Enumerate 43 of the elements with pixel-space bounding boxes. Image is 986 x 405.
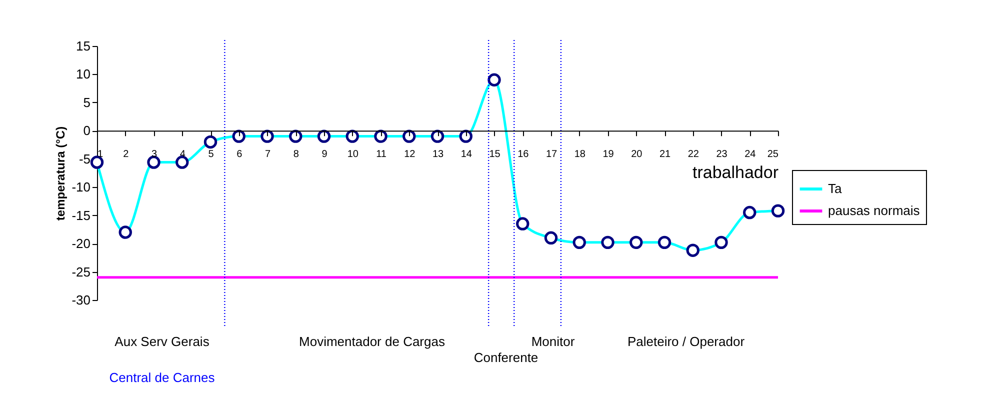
x-tick-label: 16	[518, 149, 530, 160]
x-tick-label: 25	[767, 149, 779, 160]
legend-label: pausas normais	[828, 203, 920, 218]
x-tick-label: 15	[489, 149, 501, 160]
x-tick-label: 19	[602, 149, 614, 160]
x-tick-label: 18	[574, 149, 586, 160]
y-tick-label: -25	[72, 264, 90, 280]
x-tick-label: 22	[688, 149, 700, 160]
x-tick-label: 8	[293, 149, 300, 160]
x-tick-label: 9	[322, 149, 328, 160]
x-tick-label: 5	[208, 149, 214, 160]
legend-label: Ta	[828, 181, 842, 196]
y-tick-label: -30	[72, 292, 90, 308]
text: Movimentador de Cargas	[299, 334, 446, 349]
text: Monitor	[531, 334, 576, 349]
x-tick-label: 2	[123, 149, 130, 160]
x-axis-title: trabalhador	[692, 163, 779, 182]
x-tick-label: 6	[236, 149, 243, 160]
y-tick-label: -20	[72, 236, 90, 252]
x-tick-label: 24	[744, 149, 756, 160]
y-axis-title: temperatura (°C)	[54, 126, 68, 221]
x-tick-label: 14	[460, 149, 472, 160]
x-tick-label: 21	[659, 149, 671, 160]
x-tick-label: 23	[716, 149, 728, 160]
y-tick-label: 15	[76, 38, 90, 54]
text: Paleteiro / Operador	[627, 334, 746, 349]
y-tick-label: -10	[72, 180, 90, 195]
y-tick-label: -5	[78, 151, 90, 166]
x-tick-label: 20	[631, 149, 643, 160]
x-tick-label: 10	[347, 149, 359, 160]
x-tick-label: 7	[264, 149, 271, 160]
x-tick-label: 11	[376, 149, 387, 160]
x-tick-label: 12	[404, 149, 416, 160]
x-tick-label: 13	[432, 149, 444, 160]
y-tick-label: -15	[72, 208, 90, 223]
text: Central de Carnes	[109, 370, 216, 385]
text: Conferente	[474, 350, 538, 365]
x-tick-label: 17	[546, 149, 558, 160]
text: Aux Serv Gerais	[114, 334, 210, 349]
x-tick-label: 1	[98, 149, 104, 160]
y-tick-label: 10	[76, 66, 90, 82]
y-tick-label: 0	[83, 123, 90, 138]
y-tick-label: 5	[83, 94, 90, 110]
